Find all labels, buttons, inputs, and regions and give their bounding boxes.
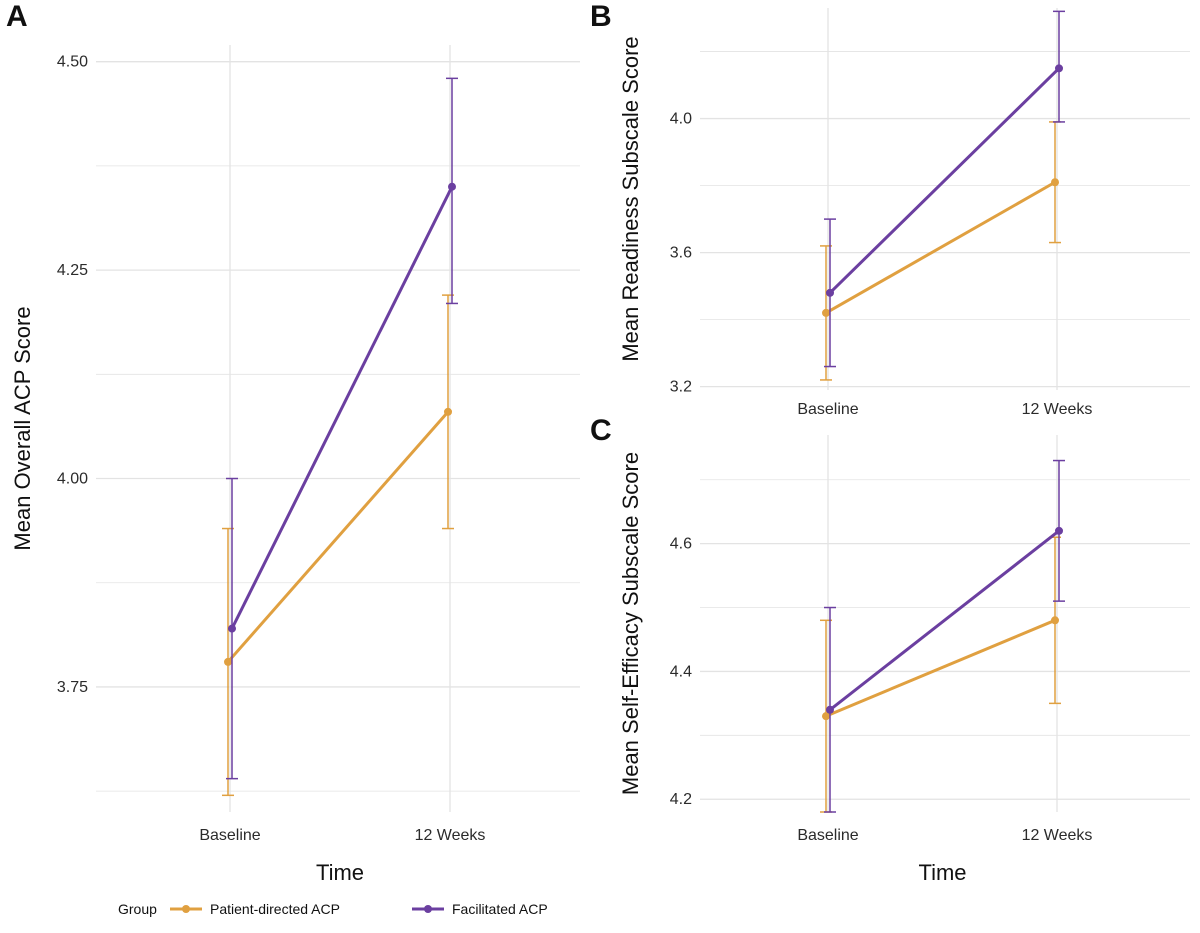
y-axis-label-a: Mean Overall ACP Score [10,306,35,550]
x-tick-label-b-baseline: Baseline [797,401,858,418]
panel-c-plot: 4.2 4.4 4.6 Baseline 12 Weeks Mean Self-Effic… [618,435,1190,885]
series-line-b-patient-directed-acp [825,180,1056,315]
data-point-c-patient-directed-acp-0 [822,712,830,721]
x-axis-label-a: Time [316,860,364,885]
x-tick-label-a-12-weeks: 12 Weeks [415,827,486,844]
x-tick-label-c-baseline: Baseline [797,827,858,844]
data-point-b-patient-directed-acp-0 [822,308,830,317]
panel-letter-a: A [6,0,28,33]
legend-marker-facilitated [424,905,432,913]
y-tick-label-a: 4.00 [57,471,88,488]
data-point-a-patient-directed-acp-0 [224,657,232,666]
y-tick-label-b: 4.0 [670,111,692,128]
x-tick-label-b-12-weeks: 12 Weeks [1022,401,1093,418]
data-point-c-patient-directed-acp-1 [1051,616,1059,625]
y-axis-label-c: Mean Self-Efficacy Subscale Score [618,452,643,795]
y-tick-label-a: 3.75 [57,679,88,696]
data-point-c-facilitated-acp-1 [1055,526,1063,535]
data-point-b-facilitated-acp-1 [1055,64,1063,73]
series-line-a-facilitated-acp [230,186,454,630]
x-tick-label-a-baseline: Baseline [199,827,260,844]
x-axis-label-c: Time [918,860,966,885]
y-tick-label-a: 4.25 [57,262,88,279]
panel-letter-b: B [590,0,612,33]
series-line-c-facilitated-acp [829,529,1060,711]
y-tick-label-c: 4.2 [670,791,692,808]
legend-label-facilitated: Facilitated ACP [452,901,548,917]
legend-label-patient-directed: Patient-directed ACP [210,901,340,917]
panel-b-plot: 3.2 3.6 4.0 Baseline 12 Weeks Mean Readiness … [618,8,1190,418]
data-point-a-facilitated-acp-0 [228,624,236,633]
legend-title: Group [118,901,157,917]
y-tick-label-c: 4.6 [670,536,692,553]
y-tick-label-b: 3.2 [670,379,692,396]
y-tick-label-c: 4.4 [670,663,692,680]
series-line-a-patient-directed-acp [226,410,450,663]
panel-a-plot: 3.75 4.00 4.25 4.50 Baseline 12 Weeks Mean Ove… [10,45,580,885]
y-tick-label-b: 3.6 [670,245,692,262]
data-point-a-patient-directed-acp-1 [444,407,452,416]
series-line-c-patient-directed-acp [825,618,1056,718]
data-point-b-patient-directed-acp-1 [1051,178,1059,187]
data-point-a-facilitated-acp-1 [448,182,456,191]
legend-marker-patient-directed [182,905,190,913]
panel-letter-c: C [590,414,612,447]
x-tick-label-c-12-weeks: 12 Weeks [1022,827,1093,844]
series-line-b-facilitated-acp [828,67,1061,294]
data-point-b-facilitated-acp-0 [826,288,834,297]
y-tick-label-a: 4.50 [57,54,88,71]
data-point-c-facilitated-acp-0 [826,705,834,714]
legend: Group Patient-directed ACP Facilitated A… [118,901,548,917]
y-axis-label-b: Mean Readiness Subscale Score [618,36,643,361]
